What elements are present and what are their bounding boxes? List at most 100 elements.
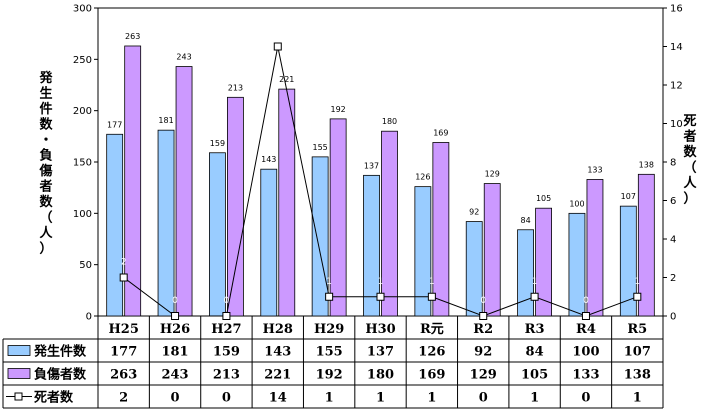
- marker-deaths: [222, 312, 231, 320]
- data-label-incidents: 107: [621, 192, 636, 201]
- data-label-incidents: 84: [520, 216, 530, 225]
- data-label-deaths: 1: [634, 277, 640, 287]
- bar-injured: [432, 142, 450, 317]
- table-cell-deaths: 1: [427, 391, 436, 406]
- table-cell-deaths: 0: [171, 391, 180, 406]
- bar-incidents: [106, 133, 124, 317]
- data-label-incidents: 137: [364, 161, 379, 170]
- table-cell-injured: 221: [264, 368, 291, 383]
- bar-injured: [483, 183, 501, 317]
- data-label-injured: 263: [125, 32, 140, 41]
- data-label-incidents: 177: [107, 120, 122, 129]
- marker-deaths: [581, 312, 590, 320]
- category-label: H28: [263, 322, 293, 337]
- category-label: R3: [525, 322, 545, 337]
- right-axis-tick-label: 6: [670, 196, 676, 207]
- legend-label-incidents: 発生件数: [33, 344, 87, 360]
- legend-label-injured: 負傷者数: [34, 367, 87, 383]
- bar-incidents: [619, 205, 637, 317]
- table-cell-incidents: 143: [264, 345, 291, 360]
- category-label: H27: [211, 322, 241, 337]
- left-axis-tick-label: 200: [73, 106, 92, 117]
- data-label-deaths: 14: [272, 27, 284, 37]
- data-label-injured: 221: [279, 75, 294, 84]
- left-axis-tick-label: 150: [73, 158, 92, 169]
- left-axis-tick-label: 100: [73, 209, 92, 220]
- data-label-incidents: 159: [210, 139, 225, 148]
- marker-deaths: [530, 292, 539, 301]
- category-label: H25: [108, 322, 138, 337]
- table-cell-injured: 105: [521, 368, 548, 383]
- table-cell-injured: 243: [161, 368, 188, 383]
- table-cell-incidents: 84: [526, 345, 544, 360]
- right-axis-title: 死者数（人）: [682, 114, 697, 207]
- left-axis-title: 発生件数・負傷者数（人）: [38, 70, 53, 257]
- right-axis-tick-label: 2: [670, 273, 676, 284]
- data-label-incidents: 92: [469, 208, 479, 217]
- data-label-injured: 138: [639, 160, 654, 169]
- category-label: H30: [365, 322, 395, 337]
- right-axis-tick-label: 16: [670, 4, 683, 15]
- category-label: R5: [627, 322, 647, 337]
- right-axis-tick-label: 12: [670, 81, 683, 92]
- table-cell-deaths: 0: [479, 391, 488, 406]
- data-label-deaths: 1: [378, 277, 384, 287]
- table-cell-incidents: 155: [316, 345, 343, 360]
- table-cell-incidents: 159: [213, 345, 240, 360]
- table-cell-injured: 192: [316, 368, 343, 383]
- table-cell-injured: 133: [572, 368, 599, 383]
- marker-deaths: [376, 292, 385, 301]
- bar-injured: [329, 118, 347, 317]
- bar-injured: [278, 88, 296, 317]
- category-label: R元: [420, 322, 444, 337]
- bar-incidents: [311, 156, 329, 317]
- right-axis-tick-label: 0: [670, 312, 676, 323]
- right-axis-tick-label: 10: [670, 119, 683, 130]
- data-label-deaths: 1: [429, 277, 435, 287]
- table-cell-deaths: 1: [376, 391, 385, 406]
- bar-incidents: [363, 174, 380, 317]
- data-label-injured: 129: [485, 170, 500, 179]
- data-label-incidents: 126: [415, 173, 430, 182]
- bar-injured: [124, 45, 142, 317]
- table-cell-deaths: 1: [530, 391, 539, 406]
- table-cell-injured: 129: [470, 368, 497, 383]
- data-label-deaths: 1: [326, 277, 332, 287]
- table-cell-incidents: 107: [624, 345, 651, 360]
- data-label-injured: 169: [433, 128, 448, 137]
- data-label-deaths: 0: [480, 296, 486, 306]
- data-label-injured: 192: [330, 105, 345, 114]
- table-cell-deaths: 0: [581, 391, 590, 406]
- data-label-deaths: 0: [172, 296, 178, 306]
- bar-injured: [381, 130, 398, 317]
- legend-label-deaths: 死者数: [34, 390, 74, 406]
- table-cell-injured: 138: [624, 368, 651, 383]
- data-label-deaths: 0: [583, 296, 589, 306]
- bar-incidents: [568, 212, 586, 317]
- data-label-deaths: 0: [224, 296, 230, 306]
- data-label-incidents: 181: [158, 116, 173, 125]
- bar-incidents: [209, 152, 226, 317]
- bar-injured: [586, 179, 604, 317]
- data-label-deaths: 2: [121, 258, 127, 268]
- data-label-injured: 213: [228, 83, 243, 92]
- left-axis-tick-label: 250: [73, 55, 92, 66]
- marker-deaths: [171, 312, 180, 320]
- data-label-injured: 133: [587, 165, 602, 174]
- marker-deaths: [479, 312, 488, 320]
- marker-deaths: [427, 292, 436, 301]
- data-label-deaths: 1: [532, 277, 538, 287]
- table-cell-incidents: 137: [367, 345, 394, 360]
- right-axis-tick-label: 14: [670, 42, 683, 53]
- table-cell-incidents: 181: [161, 345, 188, 360]
- table-cell-incidents: 92: [474, 345, 492, 360]
- bar-injured: [175, 66, 193, 317]
- left-axis-tick-label: 0: [86, 312, 92, 323]
- table-cell-incidents: 177: [110, 345, 137, 360]
- line-deaths: [123, 46, 638, 317]
- table-cell-deaths: 0: [222, 391, 231, 406]
- table-cell-deaths: 1: [633, 391, 642, 406]
- legend-marker-deaths: [14, 392, 23, 401]
- legend-swatch-incidents: [7, 345, 31, 356]
